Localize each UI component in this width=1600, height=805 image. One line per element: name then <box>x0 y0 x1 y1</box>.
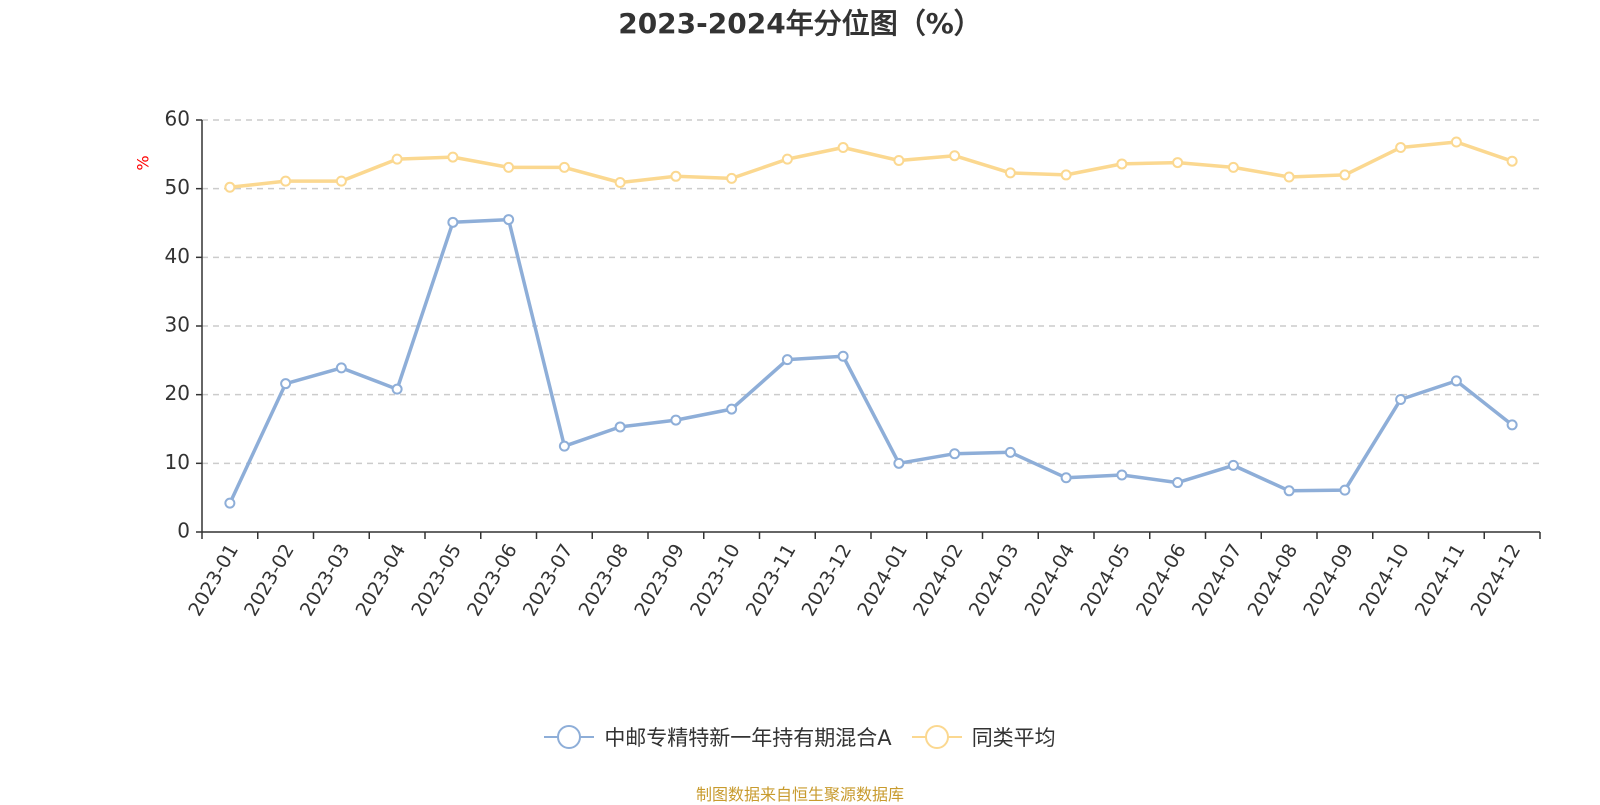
data-point[interactable] <box>614 176 626 188</box>
data-point[interactable] <box>503 214 515 226</box>
y-tick-label: 0 <box>177 519 190 543</box>
data-point[interactable] <box>781 153 793 165</box>
chart-title: 2023-2024年分位图（%） <box>618 7 982 40</box>
x-tick-label: 2023-08 <box>574 540 633 620</box>
data-point[interactable] <box>1450 375 1462 387</box>
data-point[interactable] <box>781 354 793 366</box>
data-point[interactable] <box>949 448 961 460</box>
data-point[interactable] <box>558 440 570 452</box>
data-point[interactable] <box>335 362 347 374</box>
data-point[interactable] <box>1283 485 1295 497</box>
x-tick-label: 2023-05 <box>407 540 466 620</box>
y-tick-label: 20 <box>165 381 190 405</box>
legend-label-average: 同类平均 <box>971 726 1056 750</box>
data-point[interactable] <box>1060 169 1072 181</box>
x-tick-label: 2023-06 <box>463 540 522 620</box>
legend-item-average[interactable]: 同类平均 <box>911 722 1056 752</box>
data-point[interactable] <box>1506 419 1518 431</box>
data-point[interactable] <box>614 421 626 433</box>
data-point[interactable] <box>726 403 738 415</box>
legend-marker-average-icon <box>911 725 962 749</box>
data-point[interactable] <box>1227 459 1239 471</box>
data-point[interactable] <box>391 153 403 165</box>
x-tick-label: 2024-04 <box>1020 540 1079 620</box>
data-point[interactable] <box>1283 171 1295 183</box>
y-tick-label: 60 <box>165 107 190 131</box>
legend-label-fund: 中邮专精特新一年持有期混合A <box>604 726 892 750</box>
x-tick-label: 2023-04 <box>351 540 410 620</box>
data-point[interactable] <box>558 161 570 173</box>
x-tick-label: 2024-06 <box>1132 540 1191 620</box>
data-point[interactable] <box>670 414 682 426</box>
x-tick-label: 2024-02 <box>909 540 968 620</box>
data-point[interactable] <box>1506 155 1518 167</box>
data-point[interactable] <box>1060 472 1072 484</box>
x-tick-label: 2023-09 <box>630 540 689 620</box>
data-point[interactable] <box>837 350 849 362</box>
data-point[interactable] <box>447 151 459 163</box>
data-point[interactable] <box>893 457 905 469</box>
data-point[interactable] <box>1450 136 1462 148</box>
data-point[interactable] <box>280 175 292 187</box>
data-source-note: 制图数据来自恒生聚源数据库 <box>695 785 904 804</box>
data-point[interactable] <box>1395 141 1407 153</box>
series-line-0 <box>228 217 1514 504</box>
y-axis-label: % <box>134 155 153 170</box>
x-tick-label: 2024-03 <box>965 540 1024 620</box>
x-tick-label: 2024-01 <box>853 540 912 620</box>
x-tick-label: 2023-12 <box>797 540 856 620</box>
series-line-1 <box>229 140 1513 190</box>
grid-lines <box>202 119 1540 465</box>
data-point[interactable] <box>391 383 403 395</box>
data-point[interactable] <box>1116 158 1128 170</box>
x-tick-label: 2024-08 <box>1243 540 1302 620</box>
x-tick-label: 2023-02 <box>240 540 299 620</box>
x-tick-label: 2024-11 <box>1411 540 1470 620</box>
y-tick-label: 50 <box>165 175 190 199</box>
data-point[interactable] <box>1172 157 1184 169</box>
data-point[interactable] <box>670 170 682 182</box>
y-tick-label: 40 <box>165 244 190 268</box>
data-point[interactable] <box>1395 393 1407 405</box>
data-point[interactable] <box>447 216 459 228</box>
x-tick-label: 2023-01 <box>184 540 243 620</box>
data-point[interactable] <box>280 378 292 390</box>
data-point[interactable] <box>1339 484 1351 496</box>
x-tick-label: 2024-07 <box>1188 540 1247 620</box>
data-point[interactable] <box>893 155 905 167</box>
legend-item-fund[interactable]: 中邮专精特新一年持有期混合A <box>544 722 892 752</box>
y-tick-label: 10 <box>165 450 190 474</box>
series-lines <box>224 136 1518 509</box>
data-point[interactable] <box>1227 161 1239 173</box>
data-point[interactable] <box>335 175 347 187</box>
data-point[interactable] <box>726 172 738 184</box>
x-axis-ticks: 2023-012023-022023-032023-042023-052023-… <box>184 532 1541 620</box>
data-point[interactable] <box>1004 446 1016 458</box>
y-axis-ticks: 0 10 20 30 40 50 60 <box>165 107 202 543</box>
data-point[interactable] <box>224 181 236 193</box>
data-point[interactable] <box>1339 169 1351 181</box>
x-tick-label: 2023-07 <box>519 540 578 620</box>
x-tick-label: 2024-10 <box>1355 540 1414 620</box>
data-point[interactable] <box>1116 469 1128 481</box>
x-tick-label: 2023-10 <box>686 540 745 620</box>
data-point[interactable] <box>224 497 236 509</box>
data-point[interactable] <box>1004 167 1016 179</box>
x-tick-label: 2024-05 <box>1076 540 1135 620</box>
data-point[interactable] <box>837 141 849 153</box>
data-point[interactable] <box>949 150 961 162</box>
x-tick-label: 2024-12 <box>1466 540 1525 620</box>
data-point[interactable] <box>1172 477 1184 489</box>
y-tick-label: 30 <box>165 313 190 337</box>
legend-marker-fund-icon <box>544 725 595 749</box>
legend: 中邮专精特新一年持有期混合A 同类平均 <box>0 722 1600 752</box>
x-tick-label: 2023-11 <box>742 540 801 620</box>
data-point[interactable] <box>503 161 515 173</box>
x-tick-label: 2023-03 <box>296 540 355 620</box>
x-tick-label: 2024-09 <box>1299 540 1358 620</box>
